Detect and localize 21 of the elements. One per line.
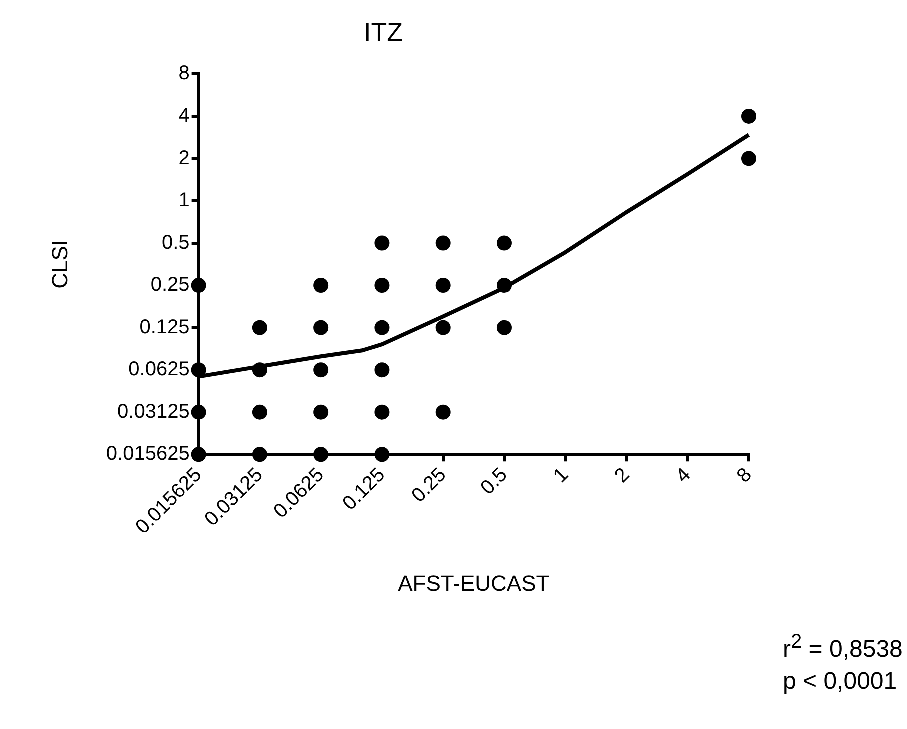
y-tick-label: 2 xyxy=(178,147,190,170)
x-tick-label: 0.5 xyxy=(476,464,512,500)
y-axis-title: CLSI xyxy=(47,240,72,289)
y-tick-label: 0.5 xyxy=(162,232,190,254)
x-axis-title: AFST-EUCAST xyxy=(398,570,550,596)
x-tick-label: 8 xyxy=(733,464,756,488)
y-tick-label: 4 xyxy=(178,104,190,127)
x-tick-label: 4 xyxy=(672,464,696,488)
x-tick-label: 2 xyxy=(610,464,634,488)
y-tick-label: 0.125 xyxy=(140,316,190,338)
text: p < 0,0001 xyxy=(783,667,898,697)
y-tick-label: 8 xyxy=(178,62,190,85)
y-tick-label: 0.0625 xyxy=(128,358,190,381)
x-tick-label: 0.25 xyxy=(408,464,451,508)
y-tick-label: 0.015625 xyxy=(106,443,190,466)
x-tick-label: 1 xyxy=(550,464,574,488)
chart-title: ITZ xyxy=(364,16,404,47)
y-tick-label: 0.03125 xyxy=(118,400,190,423)
y-tick-label: 1 xyxy=(178,190,190,212)
y-tick-label: 0.25 xyxy=(150,274,190,296)
text: r$^{2}$ = 0,8538 xyxy=(783,630,903,665)
